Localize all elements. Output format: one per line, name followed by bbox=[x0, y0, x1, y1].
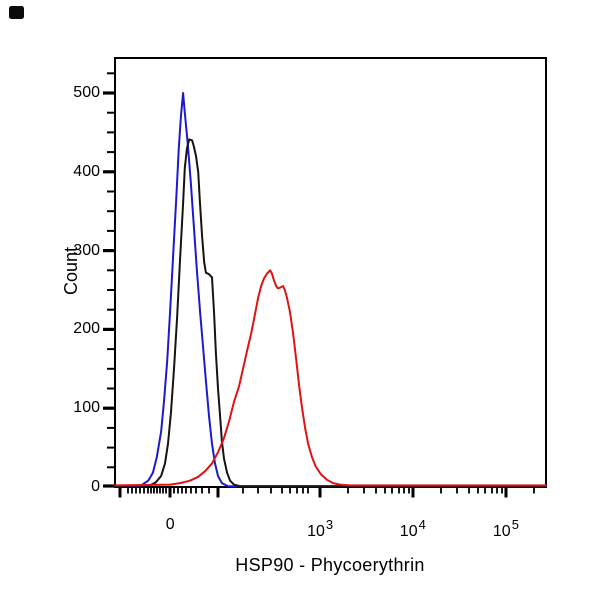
y-tick-label: 300 bbox=[73, 241, 100, 259]
y-tick-label: 400 bbox=[73, 162, 100, 180]
x-tick-label: 105 bbox=[492, 517, 519, 540]
y-tick-label: 500 bbox=[73, 84, 100, 101]
blue-curve bbox=[114, 92, 547, 488]
x-tick-label: 103 bbox=[307, 517, 334, 540]
x-axis-title: HSP90 - Phycoerythrin bbox=[235, 555, 425, 575]
black-curve bbox=[114, 138, 547, 488]
y-tick-label: 200 bbox=[73, 320, 100, 338]
red-curve bbox=[114, 269, 547, 487]
corner-marker bbox=[9, 6, 24, 19]
y-tick-label: 100 bbox=[73, 399, 100, 417]
x-tick-label: 104 bbox=[399, 517, 426, 540]
x-tick-label: 0 bbox=[165, 516, 175, 533]
y-tick-label: 0 bbox=[91, 478, 100, 495]
